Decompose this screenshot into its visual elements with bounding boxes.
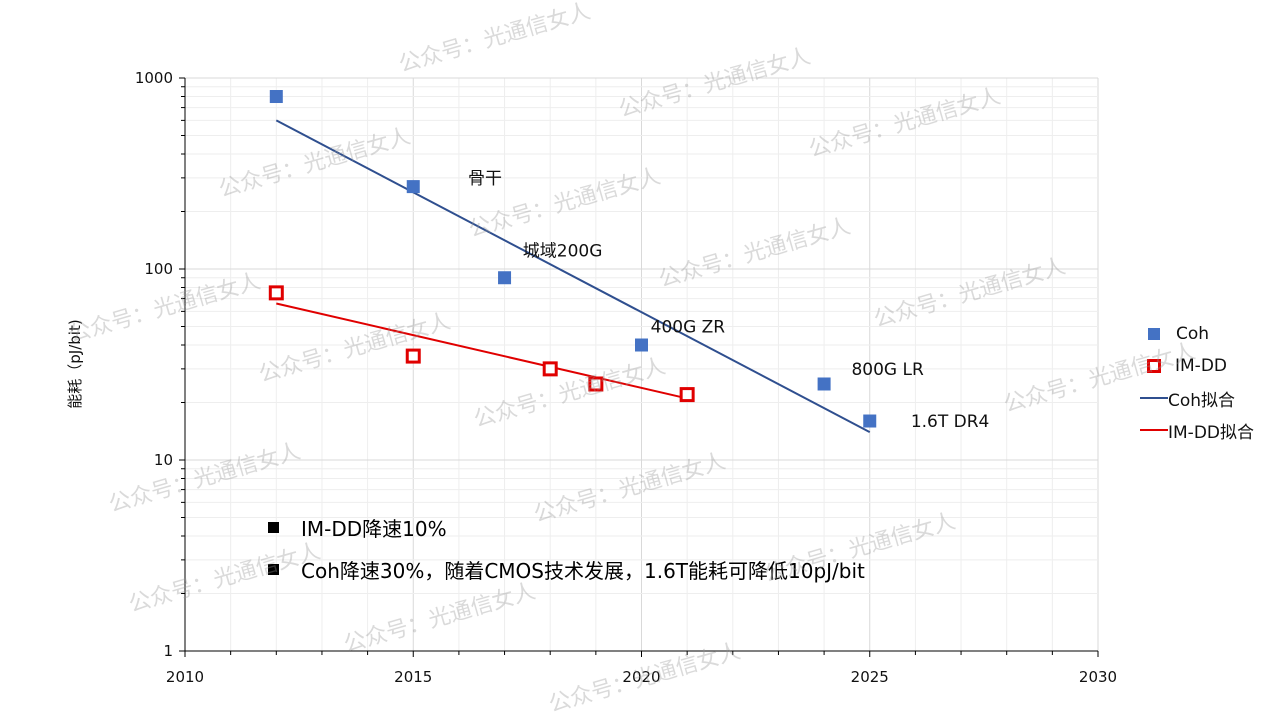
imdd-point (588, 376, 604, 392)
annotation: 城域200G (523, 241, 603, 261)
imdd-point (679, 387, 695, 403)
coh-point (635, 338, 648, 352)
imdd-marker-icon (1147, 359, 1161, 373)
annotation: 800G LR (851, 360, 923, 380)
coh-point (863, 414, 877, 428)
imdd-line-icon (1140, 429, 1168, 431)
x-tick-label: 2010 (166, 668, 204, 686)
legend-item-imdd-fit: IM-DD拟合 (1140, 414, 1254, 446)
coh-point (406, 180, 420, 194)
annotation: 400G ZR (651, 317, 726, 337)
coh-point (498, 271, 512, 285)
annotation: 骨干 (468, 169, 502, 189)
coh-marker-icon (1148, 328, 1160, 340)
y-tick-label: 10 (154, 451, 173, 469)
x-tick-label: 2030 (1079, 668, 1117, 686)
imdd-point (405, 348, 421, 364)
note-imdd: IM-DD降速10% (268, 513, 447, 542)
y-tick-label: 1000 (135, 69, 173, 87)
bullet-icon (268, 564, 279, 575)
x-tick-label: 2025 (851, 668, 889, 686)
y-tick-label: 1 (163, 642, 173, 660)
coh-point (269, 90, 283, 104)
note-coh: Coh降速30%，随着CMOS技术发展，1.6T能耗可降低10pJ/bit (268, 555, 865, 584)
coh-point (817, 377, 831, 391)
x-tick-label: 2020 (622, 668, 660, 686)
y-axis-label: 能耗（pJ/bit) (66, 319, 84, 408)
annotation: 1.6T DR4 (911, 412, 990, 432)
fit-line (275, 119, 871, 433)
imdd-point (542, 361, 558, 377)
legend-item-coh-fit: Coh拟合 (1140, 382, 1254, 414)
bullet-icon (268, 522, 279, 533)
coh-line-icon (1140, 397, 1168, 399)
fit-line (276, 302, 688, 400)
legend: Coh IM-DD Coh拟合 IM-DD拟合 (1140, 318, 1254, 446)
imdd-point (268, 285, 284, 301)
legend-item-coh: Coh (1140, 318, 1254, 350)
x-tick-label: 2015 (394, 668, 432, 686)
legend-item-imdd: IM-DD (1140, 350, 1254, 382)
y-tick-label: 100 (144, 260, 173, 278)
